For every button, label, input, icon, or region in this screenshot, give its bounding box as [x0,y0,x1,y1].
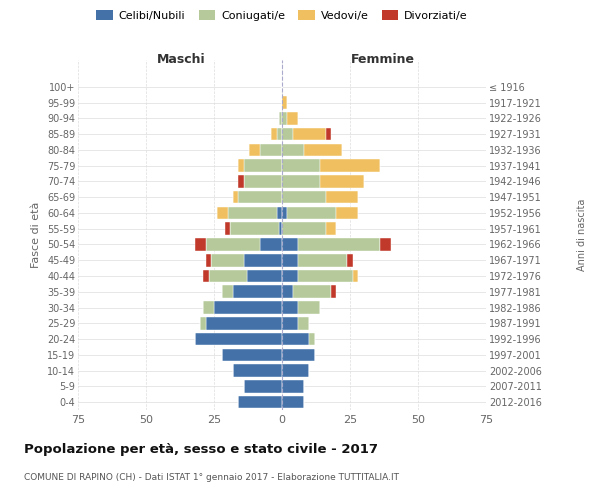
Bar [309,332,314,345]
Bar [233,191,238,203]
Bar [320,160,380,172]
Bar [244,160,282,172]
Bar [337,206,358,219]
Bar [233,286,282,298]
Bar [320,175,364,188]
Bar [195,332,282,345]
Bar [244,175,282,188]
Bar [227,206,277,219]
Bar [326,222,337,235]
Bar [282,254,298,266]
Bar [347,254,353,266]
Text: Femmine: Femmine [350,52,415,66]
Bar [250,144,260,156]
Bar [282,301,298,314]
Bar [225,222,230,235]
Text: Maschi: Maschi [157,52,206,66]
Bar [279,112,282,124]
Bar [260,144,282,156]
Bar [230,222,279,235]
Bar [247,270,282,282]
Bar [238,396,282,408]
Bar [282,396,304,408]
Text: Popolazione per età, sesso e stato civile - 2017: Popolazione per età, sesso e stato civil… [24,442,378,456]
Bar [277,128,282,140]
Bar [200,317,206,330]
Bar [298,317,309,330]
Bar [282,332,309,345]
Bar [282,238,298,251]
Bar [222,348,282,361]
Bar [217,206,227,219]
Y-axis label: Fasce di età: Fasce di età [31,202,41,268]
Bar [238,175,244,188]
Bar [282,270,298,282]
Bar [282,144,304,156]
Bar [380,238,391,251]
Bar [282,364,309,377]
Bar [195,238,206,251]
Bar [282,286,293,298]
Bar [282,175,320,188]
Bar [331,286,337,298]
Bar [282,160,320,172]
Bar [282,112,287,124]
Bar [282,348,314,361]
Bar [326,128,331,140]
Bar [282,128,293,140]
Bar [238,160,244,172]
Bar [206,238,260,251]
Bar [271,128,277,140]
Bar [353,270,358,282]
Bar [260,238,282,251]
Bar [222,286,233,298]
Text: COMUNE DI RAPINO (CH) - Dati ISTAT 1° gennaio 2017 - Elaborazione TUTTITALIA.IT: COMUNE DI RAPINO (CH) - Dati ISTAT 1° ge… [24,472,399,482]
Bar [293,128,326,140]
Bar [203,301,214,314]
Bar [209,270,247,282]
Bar [293,286,331,298]
Bar [298,238,380,251]
Bar [298,254,347,266]
Bar [282,380,304,392]
Bar [282,96,287,109]
Legend: Celibi/Nubili, Coniugati/e, Vedovi/e, Divorziati/e: Celibi/Nubili, Coniugati/e, Vedovi/e, Di… [92,6,472,25]
Bar [233,364,282,377]
Bar [326,191,358,203]
Bar [298,270,353,282]
Bar [211,254,244,266]
Bar [203,270,209,282]
Bar [279,222,282,235]
Bar [206,254,211,266]
Bar [282,191,326,203]
Bar [304,144,342,156]
Bar [238,191,282,203]
Bar [277,206,282,219]
Bar [244,254,282,266]
Bar [214,301,282,314]
Bar [298,301,320,314]
Bar [282,206,287,219]
Bar [287,112,298,124]
Bar [244,380,282,392]
Bar [287,206,337,219]
Bar [206,317,282,330]
Text: Anni di nascita: Anni di nascita [577,199,587,271]
Bar [282,317,298,330]
Bar [282,222,326,235]
